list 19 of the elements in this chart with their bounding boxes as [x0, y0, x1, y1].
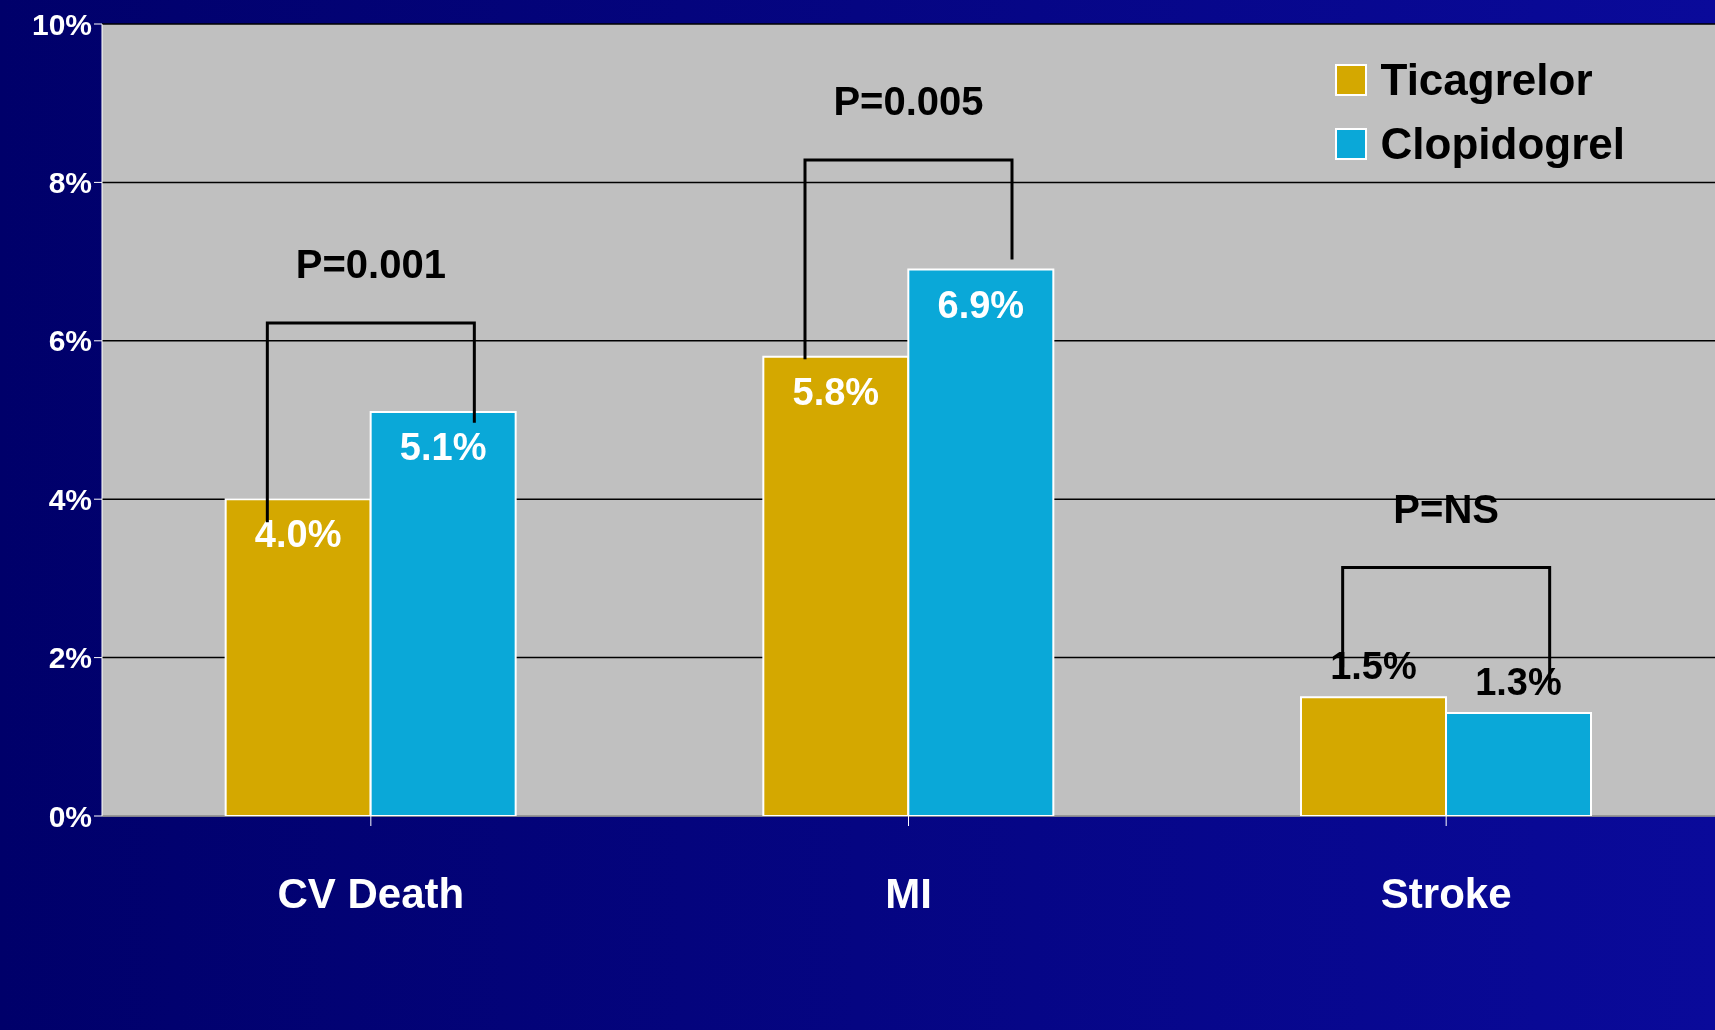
y-tick-label: 8% [48, 166, 92, 200]
y-tick-label: 2% [48, 641, 92, 675]
x-tick-label: Stroke [1380, 869, 1512, 917]
y-tick-label: 4% [48, 482, 92, 516]
x-tick-label: MI [885, 869, 932, 917]
annotation: P=NS [1393, 486, 1499, 531]
data-label: 4.0% [254, 513, 342, 556]
data-label: 1.3% [1475, 661, 1562, 704]
annotation: P=0.001 [295, 241, 446, 286]
x-tick-label: CV Death [277, 869, 465, 917]
data-label: 5.1% [399, 426, 487, 469]
data-label: 5.8% [792, 370, 880, 413]
y-tick-label: 6% [48, 324, 92, 358]
annotation: P=0.005 [833, 78, 984, 123]
y-tick-label: 10% [31, 7, 92, 41]
legend-label: Clopidogrel [1380, 119, 1625, 169]
y-tick-label: 0% [48, 799, 92, 833]
legend-label: Ticagrelor [1380, 55, 1593, 105]
data-label: 6.9% [937, 283, 1025, 326]
